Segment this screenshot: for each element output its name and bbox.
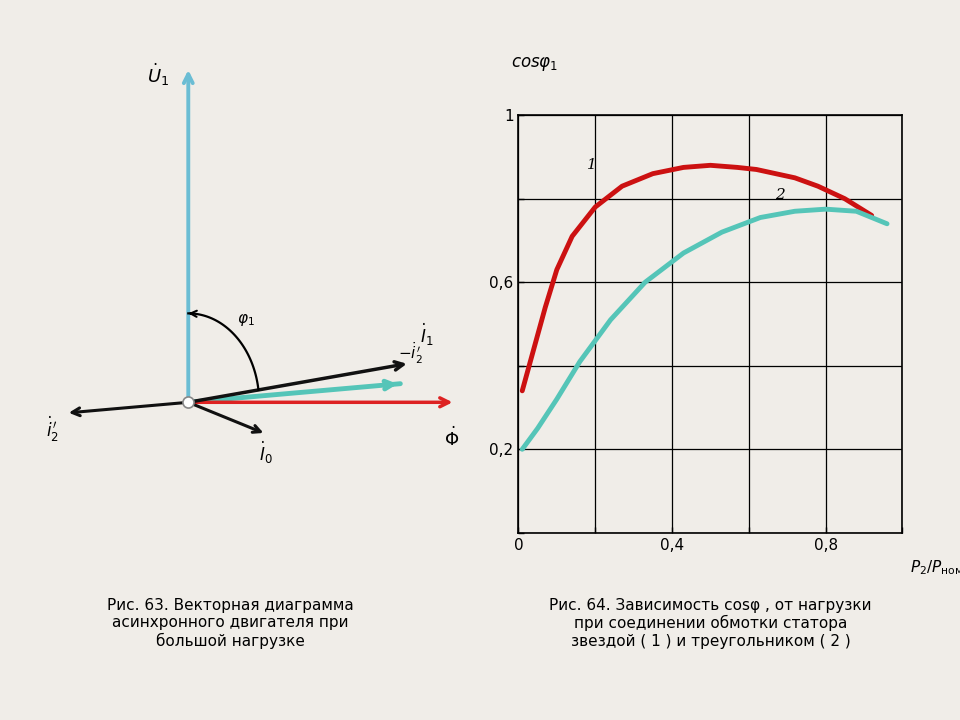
Text: $-\dot{i}_2^{\,\prime}$: $-\dot{i}_2^{\,\prime}$ [397, 341, 422, 366]
Text: $\dot{U}_1$: $\dot{U}_1$ [147, 61, 169, 88]
Text: $\varphi_1$: $\varphi_1$ [236, 312, 254, 328]
Text: Рис. 63. Векторная диаграмма
асинхронного двигателя при
большой нагрузке: Рис. 63. Векторная диаграмма асинхронног… [107, 598, 354, 649]
Text: $\dot{i}_2^{\,\prime}$: $\dot{i}_2^{\,\prime}$ [46, 415, 59, 444]
Text: Рис. 64. Зависимость cosφ , от нагрузки
при соединении обмотки статора
звездой (: Рис. 64. Зависимость cosφ , от нагрузки … [549, 598, 872, 649]
Text: 2: 2 [775, 188, 784, 202]
Text: $\dot{I}_0$: $\dot{I}_0$ [259, 440, 273, 467]
Text: $cos\varphi_1$: $cos\varphi_1$ [511, 55, 558, 73]
Text: $\dot{\Phi}$: $\dot{\Phi}$ [444, 426, 460, 449]
Text: 1: 1 [587, 158, 596, 173]
Text: $\dot{I}_1$: $\dot{I}_1$ [420, 322, 434, 348]
Text: $P_2/P_{\rm ном}$: $P_2/P_{\rm ном}$ [910, 558, 960, 577]
